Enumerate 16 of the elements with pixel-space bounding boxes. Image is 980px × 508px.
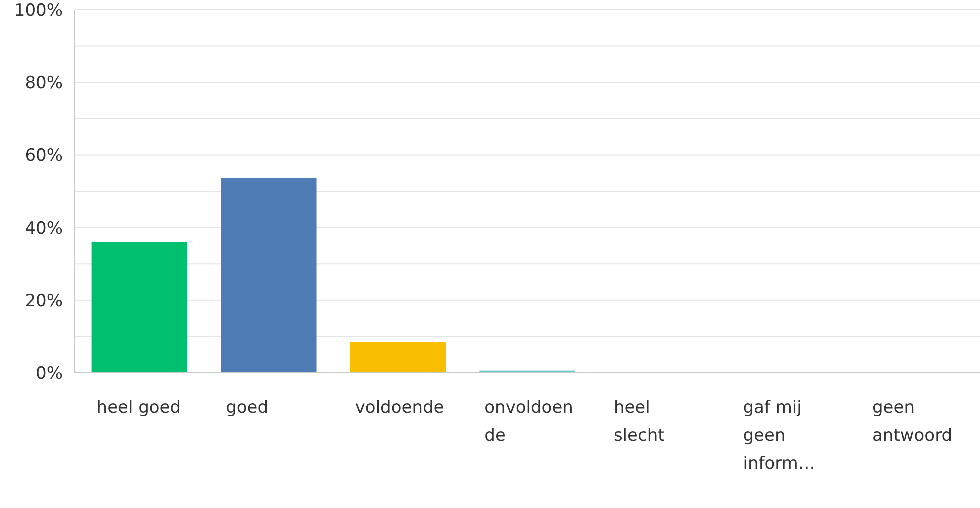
y-tick-label: 80% bbox=[25, 74, 63, 94]
y-tick-label: 20% bbox=[25, 291, 63, 312]
y-tick-label: 0% bbox=[36, 364, 63, 384]
y-tick-label: 40% bbox=[25, 218, 63, 239]
x-tick-label: goed bbox=[226, 398, 269, 418]
bar bbox=[221, 178, 317, 373]
bar bbox=[350, 342, 446, 373]
bar bbox=[92, 242, 188, 373]
x-tick-label: voldoende bbox=[355, 398, 444, 418]
x-tick-label: heel slecht bbox=[614, 398, 666, 446]
x-tick-label: geen antwoord bbox=[872, 398, 953, 446]
y-tick-label: 100% bbox=[14, 0, 63, 21]
x-tick-label: heel goed bbox=[96, 398, 182, 418]
y-tick-label: 60% bbox=[25, 146, 63, 166]
x-tick-label: onvoldoende bbox=[484, 398, 574, 446]
x-tick-label: gaf mij geen inform… bbox=[743, 398, 816, 474]
